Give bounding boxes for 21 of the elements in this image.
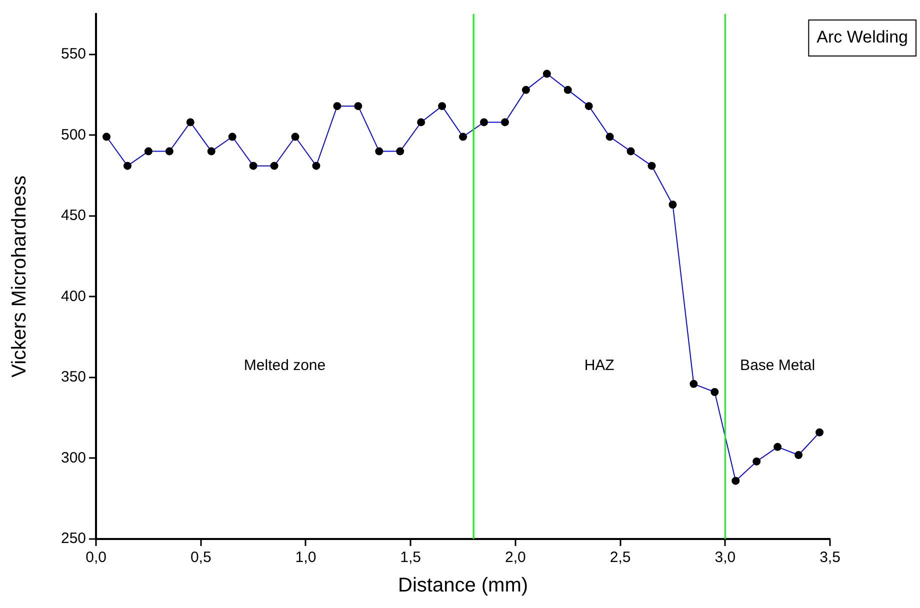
x-tick-label: 2,0 [505, 549, 526, 566]
x-tick-label: 3,5 [820, 549, 840, 566]
x-tick-label: 1,0 [295, 549, 316, 566]
y-tick-label: 450 [60, 207, 86, 224]
text: Arc Welding [816, 28, 908, 47]
y-tick-label: 500 [60, 126, 86, 144]
annotation: HAZ [584, 356, 614, 374]
y-axis-title: Vickers Microhardness [8, 176, 31, 378]
y-tick-label: 550 [60, 46, 86, 63]
x-tick-label: 2,5 [610, 549, 631, 566]
x-tick-label: 0,0 [86, 549, 106, 566]
y-tick-label: 300 [60, 449, 86, 466]
y-tick-label: 400 [60, 288, 86, 305]
annotation: Melted zone [244, 356, 326, 374]
x-tick-label: 1,5 [400, 549, 422, 566]
x-axis-title: Distance (mm) [398, 574, 528, 597]
x-tick-label: 0,5 [190, 549, 212, 566]
y-tick-label: 250 [60, 530, 86, 548]
x-tick-label: 3,0 [714, 549, 736, 566]
annotation: Base Metal [740, 356, 816, 374]
y-tick-label: 350 [60, 368, 86, 386]
